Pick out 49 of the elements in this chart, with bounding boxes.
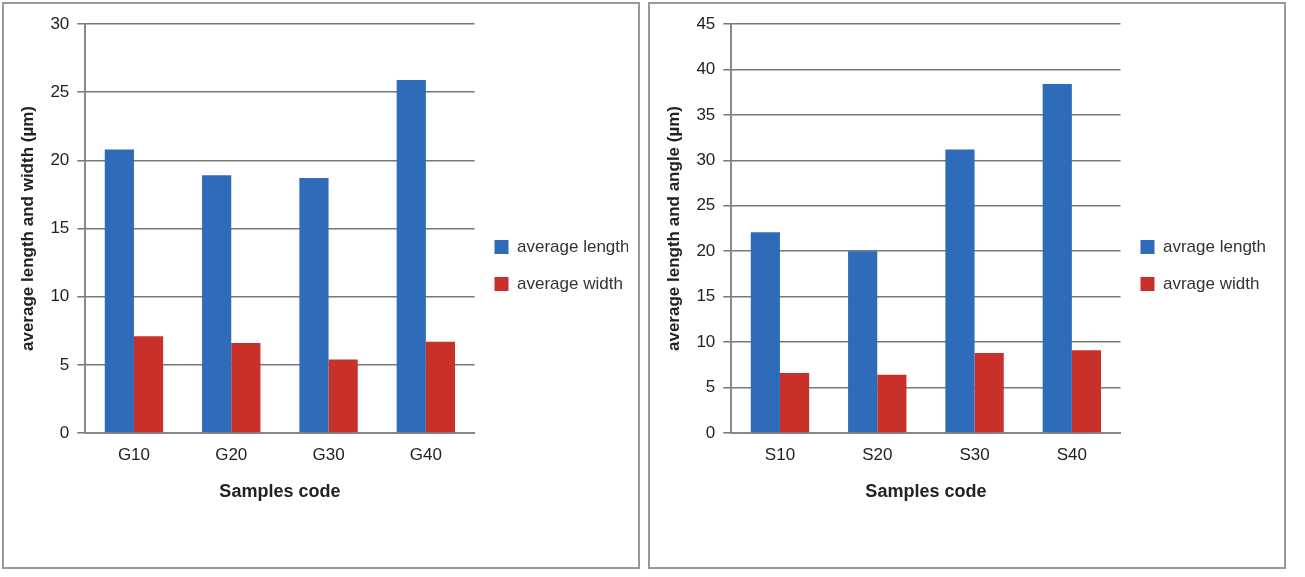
bar	[104, 149, 134, 433]
y-tick-label: 0	[59, 422, 70, 442]
bar	[779, 373, 810, 433]
y-tick-label: 40	[696, 59, 716, 79]
x-tick-label: S40	[1056, 444, 1087, 464]
bar	[877, 374, 907, 433]
y-axis-title: average length and angle (µm)	[663, 105, 683, 352]
legend-label: average length	[517, 236, 630, 256]
y-tick-label: 25	[696, 195, 716, 215]
x-tick-label: G40	[409, 444, 442, 464]
x-axis-title: Samples code	[865, 481, 987, 502]
y-tick-label: 20	[50, 150, 70, 170]
x-tick-label: S30	[959, 444, 990, 464]
bar	[945, 149, 975, 433]
x-axis-title: Samples code	[219, 481, 341, 502]
y-tick-label: 30	[696, 150, 716, 170]
y-tick-label: 45	[696, 13, 716, 33]
y-tick-label: 15	[696, 286, 716, 306]
bar	[231, 343, 261, 433]
y-tick-label: 5	[705, 377, 716, 397]
x-tick-label: S10	[764, 444, 796, 464]
y-tick-label: 0	[705, 422, 716, 442]
bar	[299, 178, 329, 433]
bar	[848, 251, 878, 433]
y-tick-label: 10	[50, 286, 70, 306]
y-tick-label: 25	[50, 81, 70, 101]
y-tick-label: 10	[696, 331, 716, 351]
bar	[328, 359, 358, 433]
bar	[750, 232, 780, 433]
x-tick-label: G10	[117, 444, 151, 464]
legend-label: avrage width	[1163, 273, 1260, 293]
x-tick-label: G30	[312, 444, 345, 464]
x-tick-label: S20	[862, 444, 893, 464]
y-tick-label: 20	[696, 240, 716, 260]
bar	[974, 353, 1004, 433]
y-tick-label: 35	[696, 104, 716, 124]
y-tick-label: 15	[50, 218, 70, 238]
y-tick-label: 30	[50, 13, 70, 33]
bar	[202, 175, 232, 433]
bar	[1071, 350, 1102, 433]
legend-label: average width	[517, 273, 623, 293]
bar	[425, 341, 456, 433]
bar	[396, 79, 426, 433]
y-axis-title: average length and width (µm)	[17, 106, 37, 351]
bar	[1042, 83, 1072, 433]
bar	[133, 336, 164, 433]
y-tick-label: 5	[59, 354, 70, 374]
x-tick-label: G20	[215, 444, 248, 464]
legend-label: avrage length	[1163, 236, 1267, 256]
